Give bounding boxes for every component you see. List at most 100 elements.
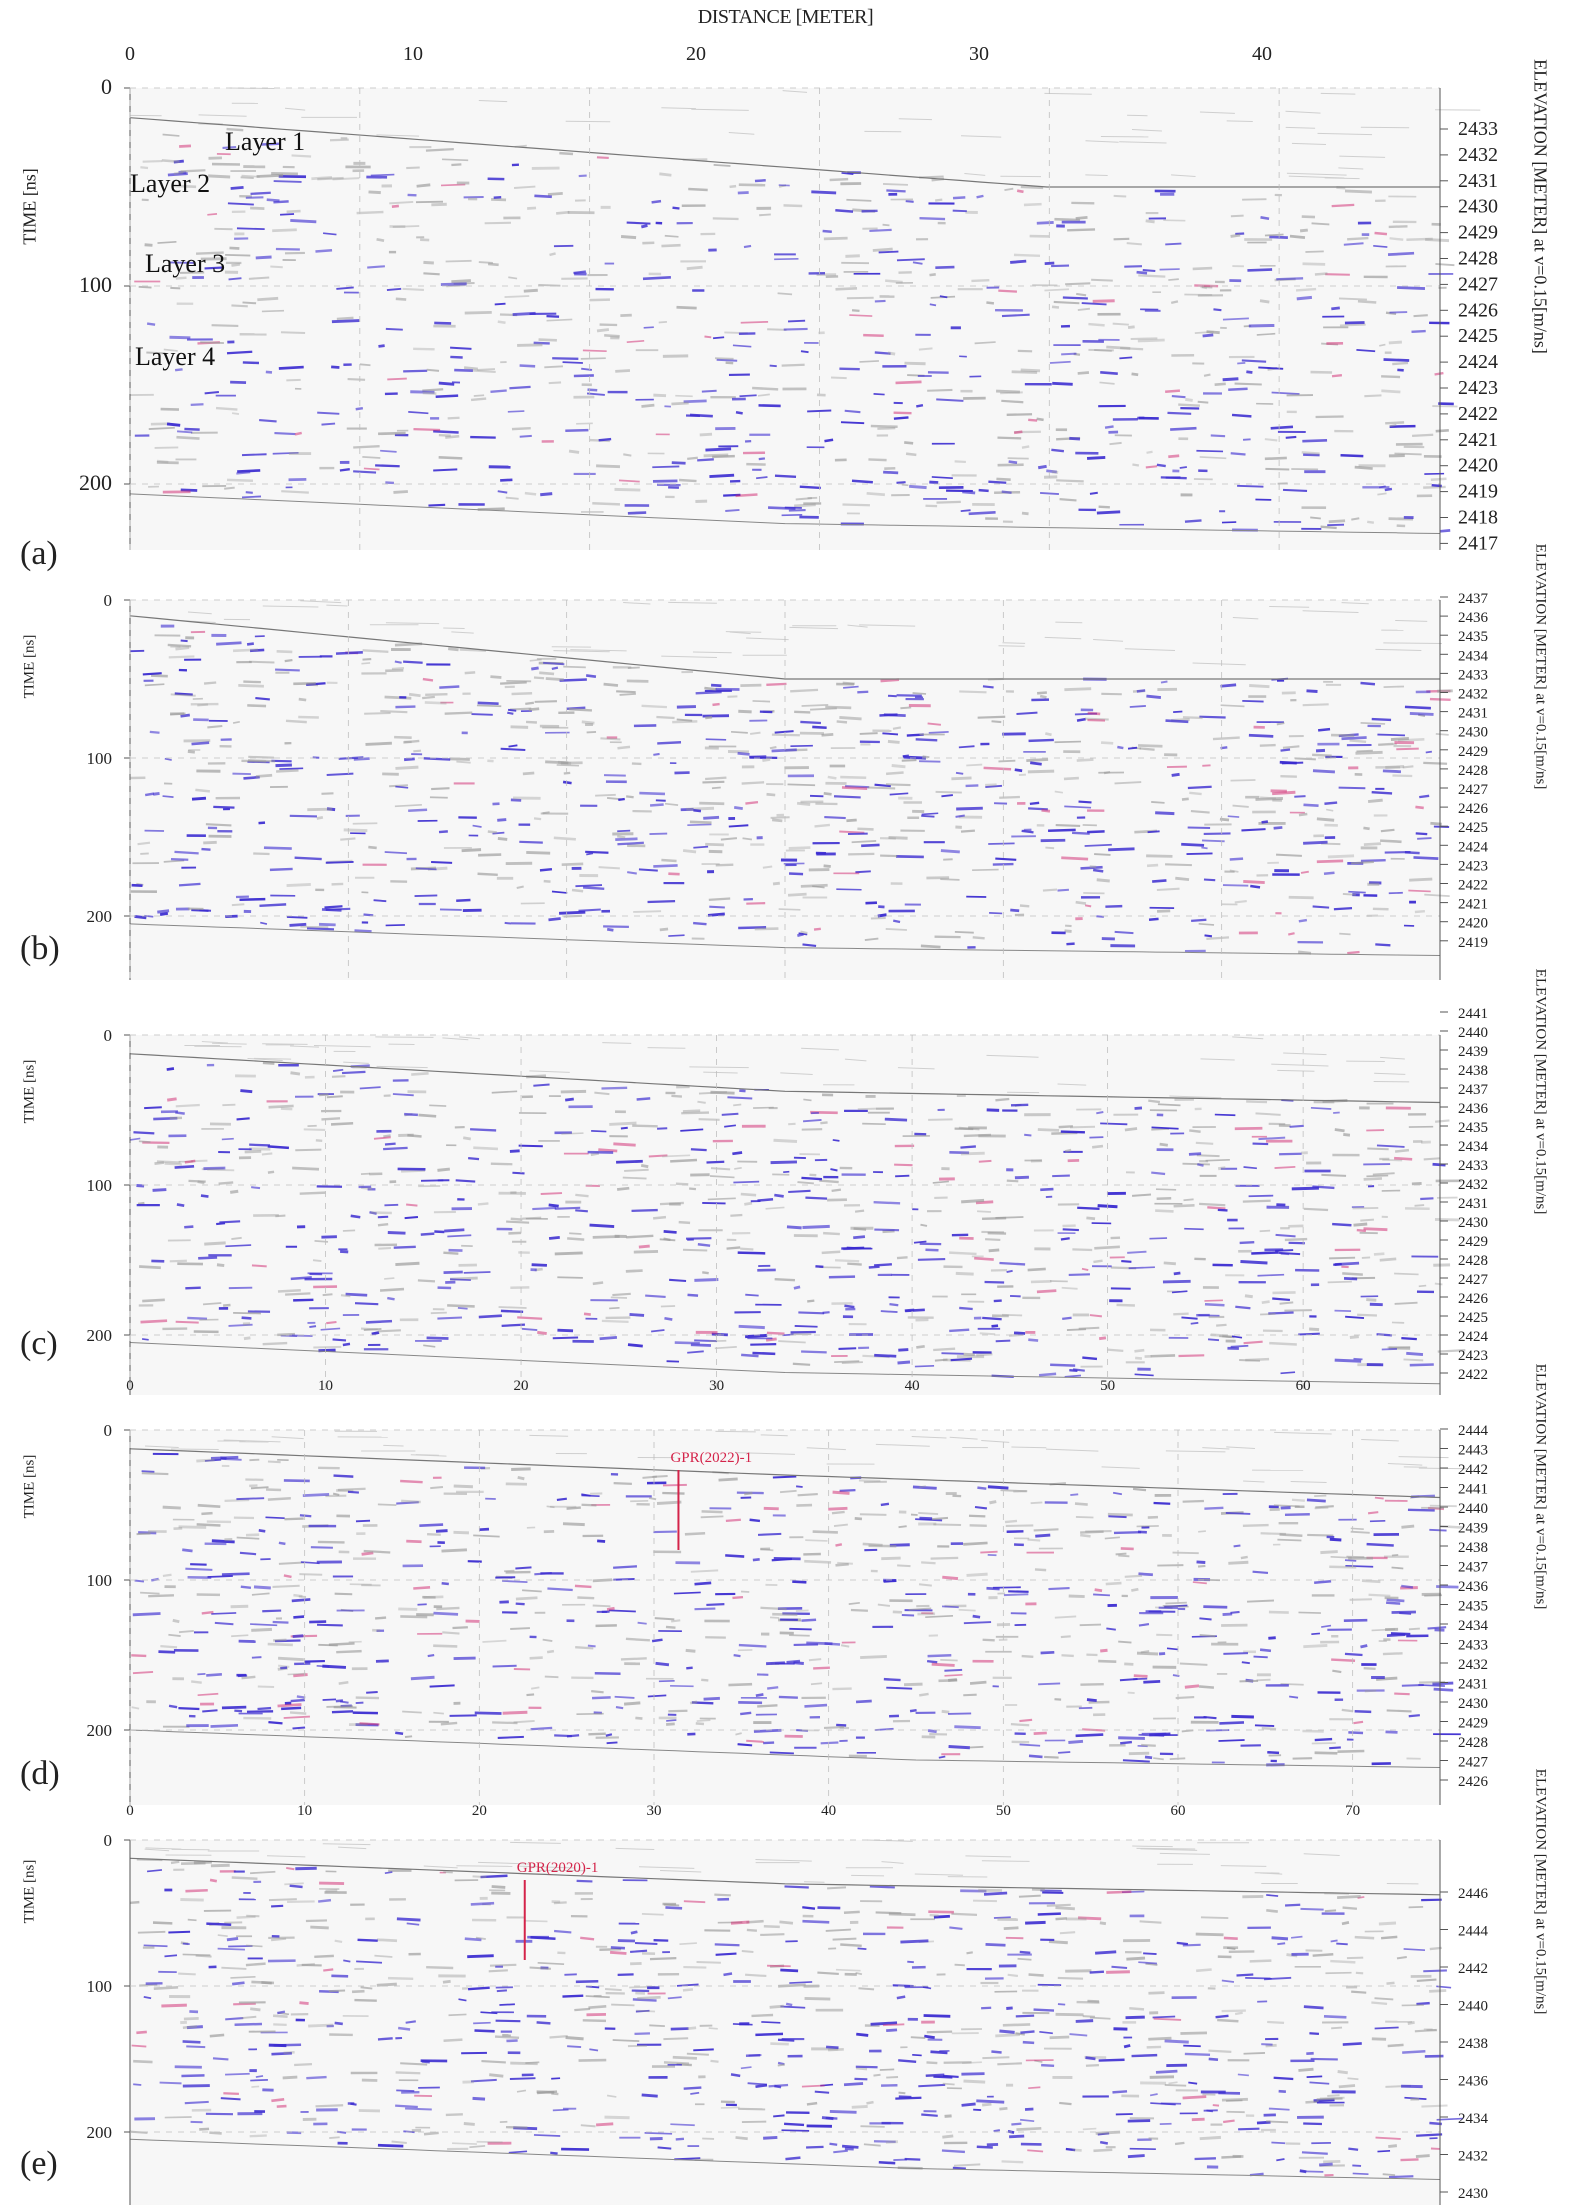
distance-axis-title: DISTANCE [METER] — [697, 6, 874, 28]
x-tick-label: 50 — [1214, 978, 1229, 980]
x-tick-label: 60 — [1171, 1803, 1186, 1819]
elevation-axis-label: ELEVATION [METER] at v=0.15[m/ns] — [1532, 543, 1549, 789]
elevation-tick-label: 2432 — [1458, 144, 1498, 166]
signal-base-line — [129, 1342, 1441, 1385]
elevation-tick-label: 2422 — [1458, 878, 1488, 894]
elevation-tick-label: 2432 — [1458, 1177, 1488, 1193]
x-tick-label: 0 — [126, 1378, 134, 1394]
y-tick-label: 200 — [87, 2123, 113, 2142]
elevation-tick-label: 2423 — [1458, 1348, 1488, 1364]
x-tick-label: 30 — [647, 1803, 662, 1819]
elevation-tick-label: 2428 — [1458, 248, 1498, 270]
elevation-tick-label: 2437 — [1458, 1560, 1489, 1576]
elevation-tick-label: 2438 — [1458, 2036, 1488, 2052]
x-tick-label: 10 — [341, 978, 356, 980]
top-x-tick-label: 20 — [686, 43, 706, 65]
radargram-panel: 0 100 200 2446 2444 2442 2440 2438 2436 2434 2432 2… — [0, 1768, 1571, 2210]
elevation-tick-label: 2420 — [1458, 455, 1498, 477]
elevation-tick-label: 2433 — [1458, 1638, 1488, 1654]
top-x-tick-label: 40 — [1252, 43, 1272, 65]
time-axis-label: TIME [ns] — [21, 634, 38, 698]
x-tick-label: 30 — [709, 1378, 724, 1394]
radargram-svg: 0 100 200 0 10 20 30 40 50 60 2441 2440 2439 2438 2437… — [87, 1006, 1489, 1395]
time-axis-label: TIME [ns] — [21, 1859, 38, 1923]
elevation-tick-label: 2446 — [1458, 1886, 1489, 1902]
elevation-tick-label: 2423 — [1458, 858, 1488, 874]
ground-surface-line — [129, 1857, 1441, 1896]
elevation-tick-label: 2438 — [1458, 1063, 1488, 1079]
signal-base-line — [129, 493, 1441, 534]
elevation-tick-label: 2429 — [1458, 1234, 1488, 1250]
y-tick-label: 200 — [87, 907, 113, 926]
elevation-tick-label: 2429 — [1458, 744, 1488, 760]
elevation-tick-label: 2430 — [1458, 1696, 1488, 1712]
elevation-tick-label: 2425 — [1458, 820, 1488, 836]
elevation-tick-label: 2432 — [1458, 2149, 1488, 2165]
panel-letter: (a) — [20, 535, 58, 572]
elevation-tick-label: 2433 — [1458, 118, 1498, 140]
elevation-tick-label: 2425 — [1458, 325, 1498, 347]
x-tick-label: 50 — [996, 1803, 1011, 1819]
y-tick-label: 0 — [104, 591, 113, 610]
panel-letter: (e) — [20, 2145, 58, 2182]
elevation-tick-label: 2441 — [1458, 1006, 1488, 1022]
ground-surface-line — [129, 1448, 1441, 1499]
elevation-tick-label: 2426 — [1458, 801, 1489, 817]
radargram-panel: 0 100 200 0 10 20 30 40 50 60 70 2444 2443 2442 2441 24… — [0, 1363, 1571, 1820]
x-tick-label: 70 — [1345, 1803, 1360, 1819]
radargram-panel: 0 100 200 0 10 20 30 40 50 60 2441 2440 2439 2438 2437… — [0, 968, 1571, 1395]
elevation-tick-label: 2430 — [1458, 725, 1488, 741]
elevation-tick-label: 2424 — [1458, 351, 1498, 373]
elevation-tick-label: 2442 — [1458, 1462, 1488, 1478]
radargram-panel: 0100200010203040506024372436243524342433… — [0, 543, 1571, 980]
elevation-tick-label: 2442 — [1458, 1961, 1488, 1977]
elevation-tick-label: 2419 — [1458, 935, 1488, 951]
elevation-tick-label: 2427 — [1458, 1272, 1489, 1288]
x-tick-label: 20 — [514, 1378, 529, 1394]
borehole-marker-label: GPR(2020)-1 — [517, 1860, 599, 1876]
radargram-panel: 0100200010203040500102030402433243224312… — [0, 30, 1571, 572]
elevation-tick-label: 2436 — [1458, 2074, 1489, 2090]
panel-letter: (c) — [20, 1325, 58, 1362]
y-tick-label: 200 — [87, 1721, 113, 1740]
ground-surface-line — [129, 1053, 1441, 1104]
elevation-tick-label: 2431 — [1458, 170, 1498, 192]
elevation-tick-label: 2439 — [1458, 1521, 1488, 1537]
elevation-tick-label: 2421 — [1458, 897, 1488, 913]
elevation-tick-label: 2422 — [1458, 1367, 1488, 1383]
y-tick-label: 100 — [79, 272, 112, 297]
elevation-tick-label: 2443 — [1458, 1443, 1488, 1459]
elevation-tick-label: 2429 — [1458, 222, 1498, 244]
panel-letter: (b) — [20, 930, 60, 967]
elevation-tick-label: 2444 — [1458, 1423, 1489, 1439]
radargram-svg: 0 100 200 2446 2444 2442 2440 2438 2436 2434 2432 2… — [87, 1831, 1489, 2205]
elevation-tick-label: 2431 — [1458, 1677, 1488, 1693]
plot-area — [130, 1430, 1440, 1805]
elevation-tick-label: 2428 — [1458, 763, 1488, 779]
y-tick-label: 0 — [104, 1421, 113, 1440]
elevation-tick-label: 2434 — [1458, 1139, 1489, 1155]
x-tick-label: 40 — [821, 1803, 836, 1819]
x-tick-label: 50 — [1100, 1378, 1115, 1394]
elevation-tick-label: 2421 — [1458, 429, 1498, 451]
top-x-tick-label: 30 — [969, 43, 989, 65]
elevation-tick-label: 2444 — [1458, 1924, 1489, 1940]
x-tick-label: 10 — [318, 1378, 333, 1394]
radargram-svg: 0 100 200 0 10 20 30 40 50 60 70 2444 2443 2442 2441 24… — [87, 1421, 1489, 1819]
top-x-tick-label: 0 — [125, 43, 135, 65]
ground-surface-line — [129, 117, 1440, 188]
elevation-axis-label: ELEVATION [METER] at v=0.15[m/ns] — [1532, 968, 1549, 1214]
elevation-tick-label: 2426 — [1458, 299, 1498, 321]
top-x-tick-label: 10 — [403, 43, 423, 65]
elevation-tick-label: 2432 — [1458, 1657, 1488, 1673]
x-tick-label: 40 — [905, 1378, 920, 1394]
elevation-tick-label: 2440 — [1458, 1025, 1488, 1041]
y-tick-label: 0 — [104, 1026, 113, 1045]
elevation-tick-label: 2435 — [1458, 629, 1488, 645]
elevation-tick-label: 2436 — [1458, 1579, 1489, 1595]
radargram-svg: 0100200010203040500102030402433243224312… — [79, 43, 1498, 550]
time-axis-label: TIME [ns] — [21, 1059, 38, 1123]
x-tick-label: 60 — [1296, 1378, 1311, 1394]
y-tick-label: 200 — [87, 1326, 113, 1345]
layer-label: Layer 2 — [130, 169, 210, 198]
